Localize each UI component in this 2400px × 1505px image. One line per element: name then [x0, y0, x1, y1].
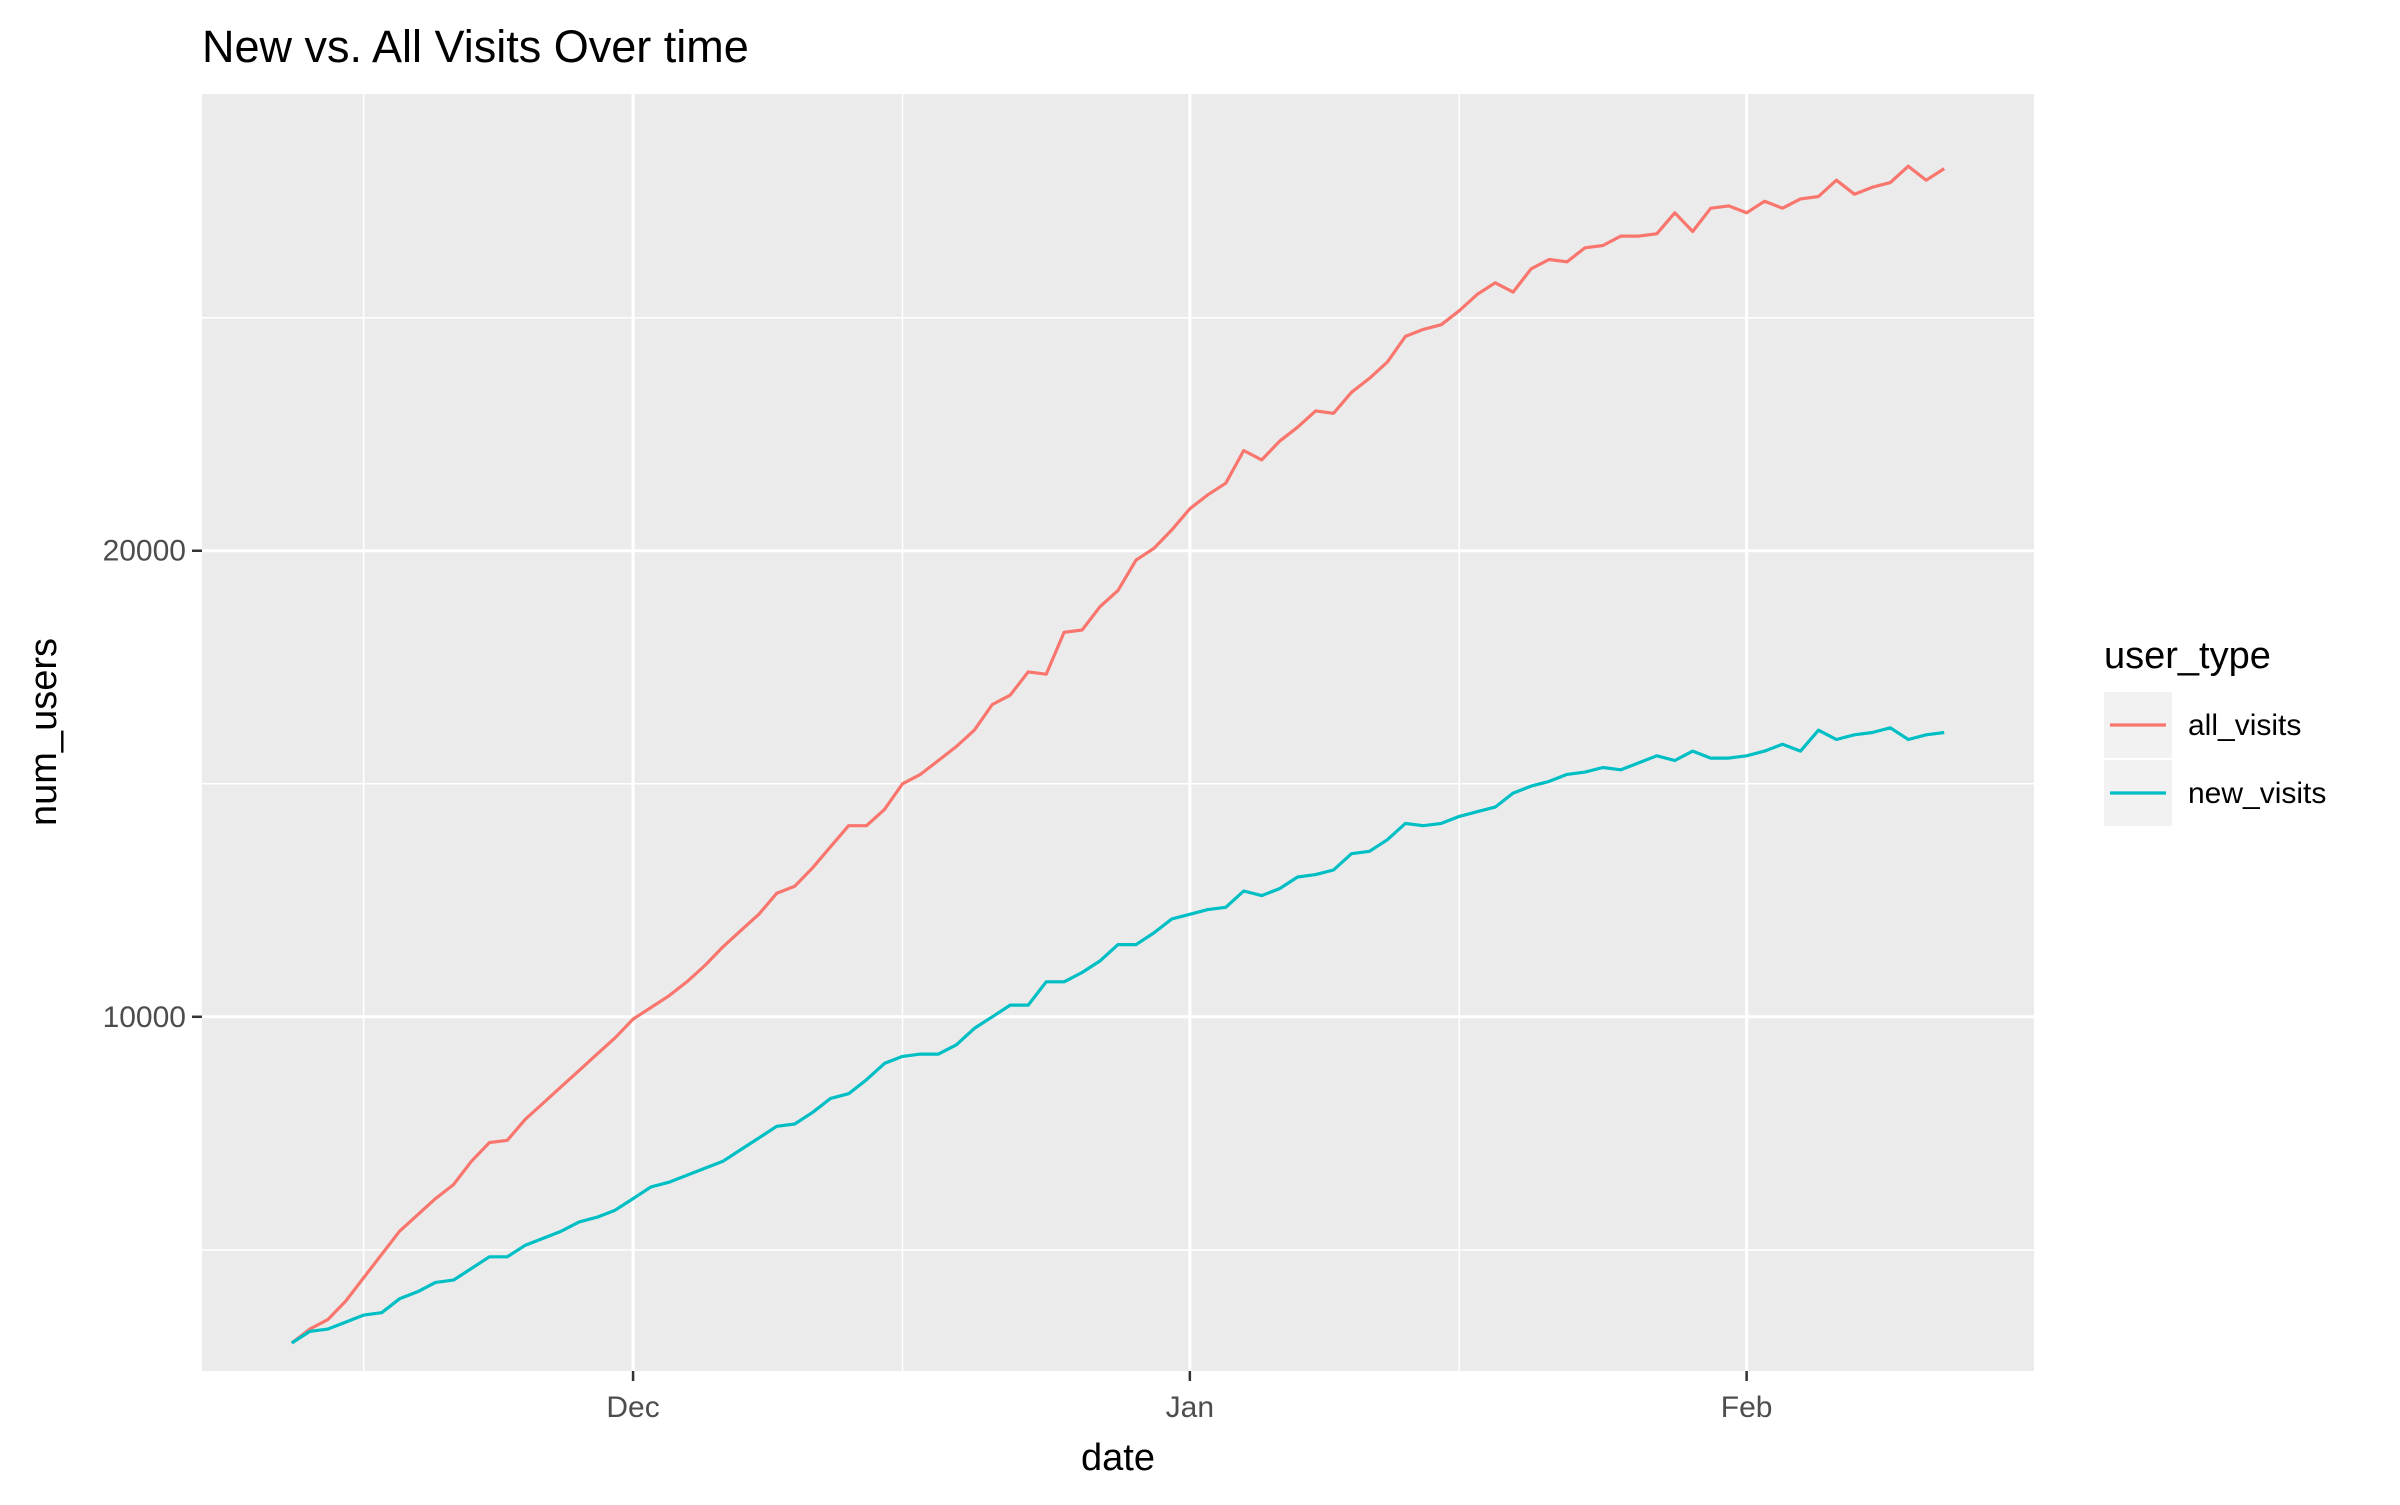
plot-panel: [202, 94, 2034, 1371]
legend-label: all_visits: [2188, 709, 2301, 742]
legend-item-new-visits: new_visits: [2104, 760, 2326, 826]
x-tick-label: Feb: [1721, 1391, 1773, 1424]
x-tick-label: Jan: [1166, 1391, 1214, 1424]
major-gridlines: [202, 94, 2034, 1371]
y-tick-label: 10000: [103, 1001, 186, 1034]
y-axis-title: num_users: [23, 638, 65, 826]
legend-label: new_visits: [2188, 777, 2326, 810]
series-lines: [290, 164, 1946, 1345]
x-axis-title: date: [1081, 1437, 1155, 1479]
legend: user_type all_visits new_visits: [2104, 635, 2326, 826]
y-axis: 10000 20000: [103, 535, 202, 1034]
y-tick-label: 20000: [103, 535, 186, 568]
series-line-new-visits: [290, 726, 1945, 1345]
x-tick-label: Dec: [606, 1391, 659, 1424]
legend-items: all_visits new_visits: [2104, 692, 2326, 826]
chart-title: New vs. All Visits Over time: [202, 21, 749, 72]
x-axis: Dec Jan Feb: [606, 1371, 1772, 1424]
minor-gridlines: [202, 94, 2034, 1371]
legend-title: user_type: [2104, 635, 2271, 677]
series-line-all-visits: [290, 164, 1946, 1345]
legend-item-all-visits: all_visits: [2104, 692, 2301, 758]
